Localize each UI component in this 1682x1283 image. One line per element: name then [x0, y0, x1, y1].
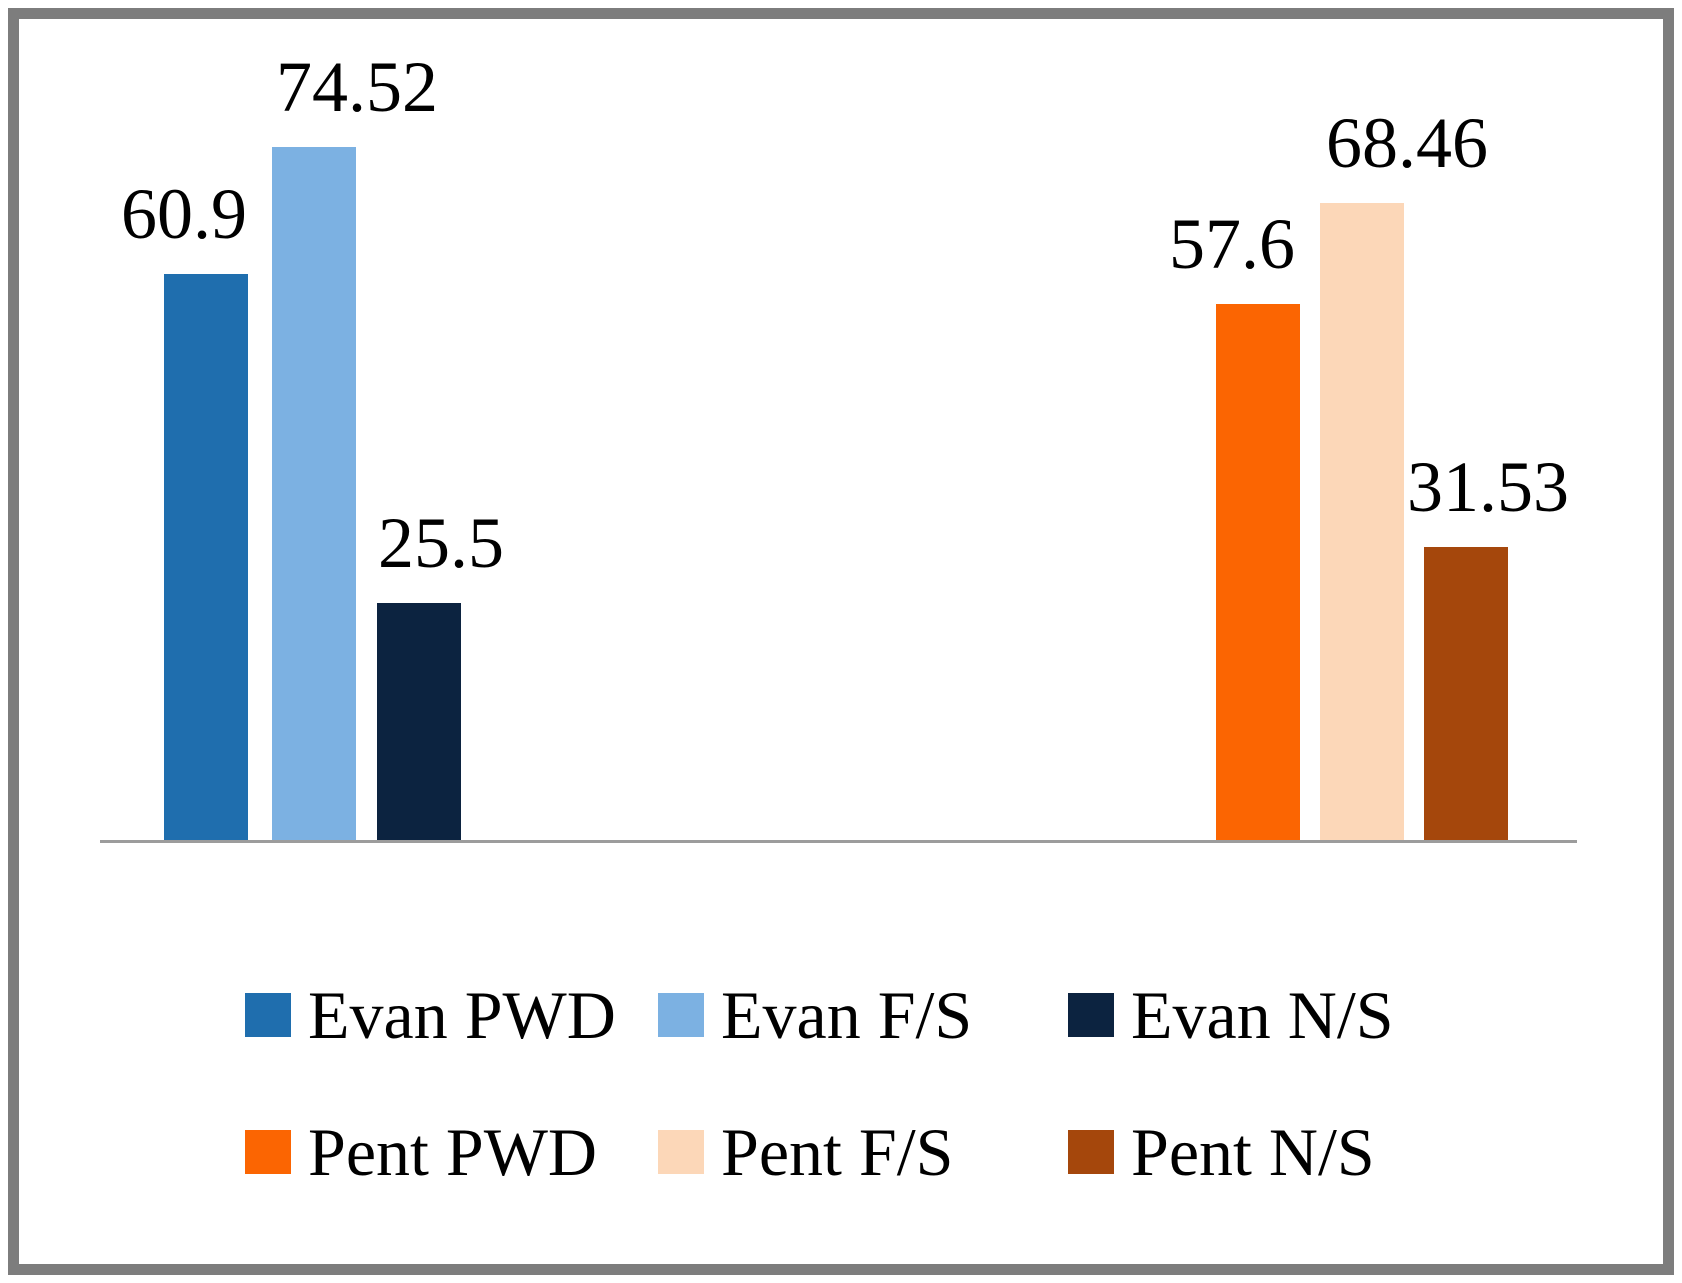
bar-pent-f-s [1320, 203, 1404, 840]
legend-item-evan-pwd: Evan PWD [245, 981, 616, 1049]
legend-label-pent-pwd: Pent PWD [308, 1114, 597, 1190]
bar-evan-f-s [272, 147, 356, 840]
legend-item-pent-f-s: Pent F/S [658, 1118, 953, 1186]
data-label-evan-f-s: 74.52 [276, 47, 438, 127]
data-label-pent-pwd: 57.6 [1169, 204, 1295, 284]
bar-pent-n-s [1424, 547, 1508, 840]
data-label-pent-n-s: 31.53 [1407, 447, 1569, 527]
legend-item-pent-pwd: Pent PWD [245, 1118, 597, 1186]
legend-swatch-pent-n-s [1068, 1130, 1114, 1174]
legend-label-evan-pwd: Evan PWD [308, 977, 616, 1053]
legend-item-evan-n-s: Evan N/S [1068, 981, 1394, 1049]
legend-swatch-evan-pwd [245, 993, 291, 1037]
legend-item-pent-n-s: Pent N/S [1068, 1118, 1375, 1186]
legend-label-evan-f-s: Evan F/S [721, 977, 973, 1053]
bar-pent-pwd [1216, 304, 1300, 840]
legend-swatch-evan-f-s [658, 993, 704, 1037]
legend-label-evan-n-s: Evan N/S [1131, 977, 1394, 1053]
data-label-pent-f-s: 68.46 [1326, 103, 1488, 183]
legend-swatch-evan-n-s [1068, 993, 1114, 1037]
legend-label-pent-f-s: Pent F/S [721, 1114, 954, 1190]
legend-swatch-pent-pwd [245, 1130, 291, 1174]
data-label-evan-n-s: 25.5 [378, 503, 504, 583]
legend-item-evan-f-s: Evan F/S [658, 981, 972, 1049]
data-label-evan-pwd: 60.9 [121, 174, 247, 254]
bar-evan-pwd [164, 274, 248, 840]
legend-label-pent-n-s: Pent N/S [1131, 1114, 1375, 1190]
x-axis-line [100, 840, 1577, 843]
bar-evan-n-s [377, 603, 461, 840]
legend-swatch-pent-f-s [658, 1130, 704, 1174]
